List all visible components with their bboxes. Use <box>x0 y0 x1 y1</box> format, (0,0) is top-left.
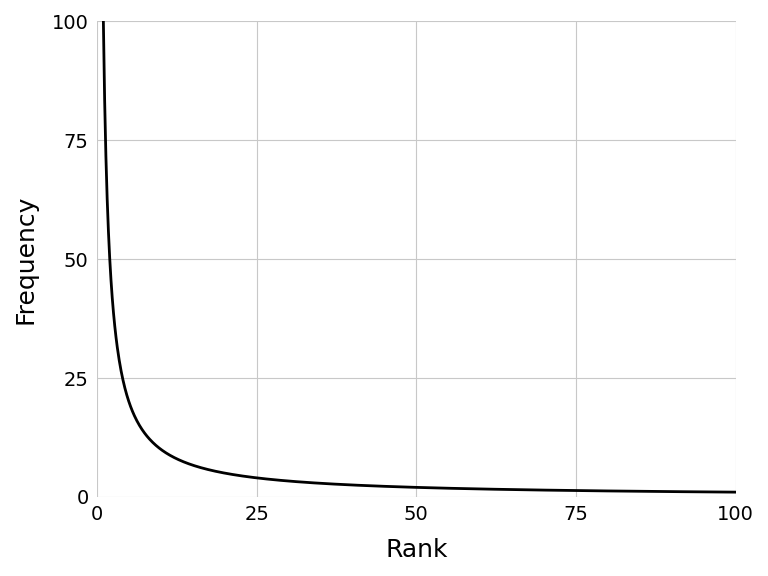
X-axis label: Rank: Rank <box>385 538 448 562</box>
Y-axis label: Frequency: Frequency <box>14 195 38 324</box>
